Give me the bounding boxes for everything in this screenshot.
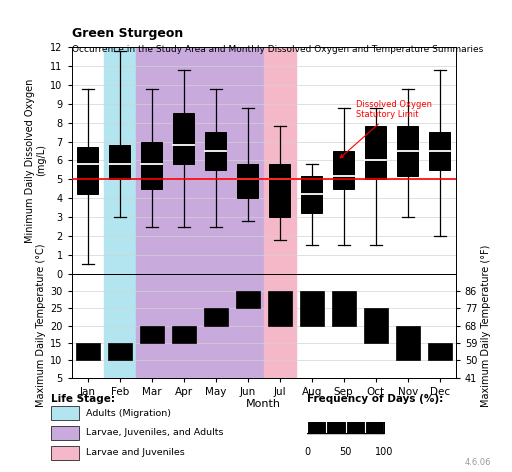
- Bar: [267, 291, 292, 326]
- Y-axis label: Minimum Daily Dissolved Oxygen
(mg/L): Minimum Daily Dissolved Oxygen (mg/L): [25, 78, 46, 243]
- Text: Dissolved Oxygen
Statutory Limit: Dissolved Oxygen Statutory Limit: [340, 100, 433, 158]
- Bar: [172, 326, 196, 343]
- Bar: [269, 164, 290, 217]
- Text: Occurrence in the Study Area and Monthly Dissolved Oxygen and Temperature Summar: Occurrence in the Study Area and Monthly…: [72, 45, 483, 54]
- Bar: [139, 326, 164, 343]
- Text: Frequency of Days (%):: Frequency of Days (%):: [307, 394, 443, 404]
- Y-axis label: Maximum Daily Temperature (°C): Maximum Daily Temperature (°C): [36, 244, 46, 407]
- Bar: [136, 47, 264, 274]
- Bar: [174, 113, 194, 164]
- Bar: [141, 142, 162, 189]
- Bar: [333, 151, 354, 189]
- Y-axis label: Maximum Daily Temperature (°F): Maximum Daily Temperature (°F): [481, 244, 492, 407]
- Bar: [332, 291, 356, 326]
- Bar: [76, 343, 100, 360]
- Bar: [77, 147, 98, 194]
- Bar: [366, 126, 386, 179]
- X-axis label: Month: Month: [246, 399, 281, 409]
- Text: Green Sturgeon: Green Sturgeon: [72, 27, 183, 40]
- Bar: [103, 47, 136, 274]
- Bar: [204, 308, 228, 326]
- Text: 4.6.06: 4.6.06: [465, 458, 492, 467]
- Bar: [103, 274, 136, 378]
- Text: Larvae, Juveniles, and Adults: Larvae, Juveniles, and Adults: [86, 428, 223, 438]
- Bar: [302, 176, 322, 213]
- Text: Larvae and Juveniles: Larvae and Juveniles: [86, 448, 184, 457]
- Bar: [110, 145, 130, 179]
- Bar: [395, 326, 420, 360]
- Bar: [300, 291, 324, 326]
- Bar: [236, 291, 260, 308]
- Bar: [136, 274, 264, 378]
- Bar: [108, 343, 132, 360]
- Bar: [428, 343, 452, 360]
- Text: Adults (Migration): Adults (Migration): [86, 408, 170, 418]
- Bar: [264, 47, 296, 274]
- Bar: [264, 274, 296, 378]
- Bar: [397, 126, 418, 176]
- Bar: [205, 132, 226, 170]
- Text: Life Stage:: Life Stage:: [51, 394, 115, 404]
- Bar: [238, 164, 258, 198]
- Bar: [364, 308, 388, 343]
- Bar: [430, 132, 450, 170]
